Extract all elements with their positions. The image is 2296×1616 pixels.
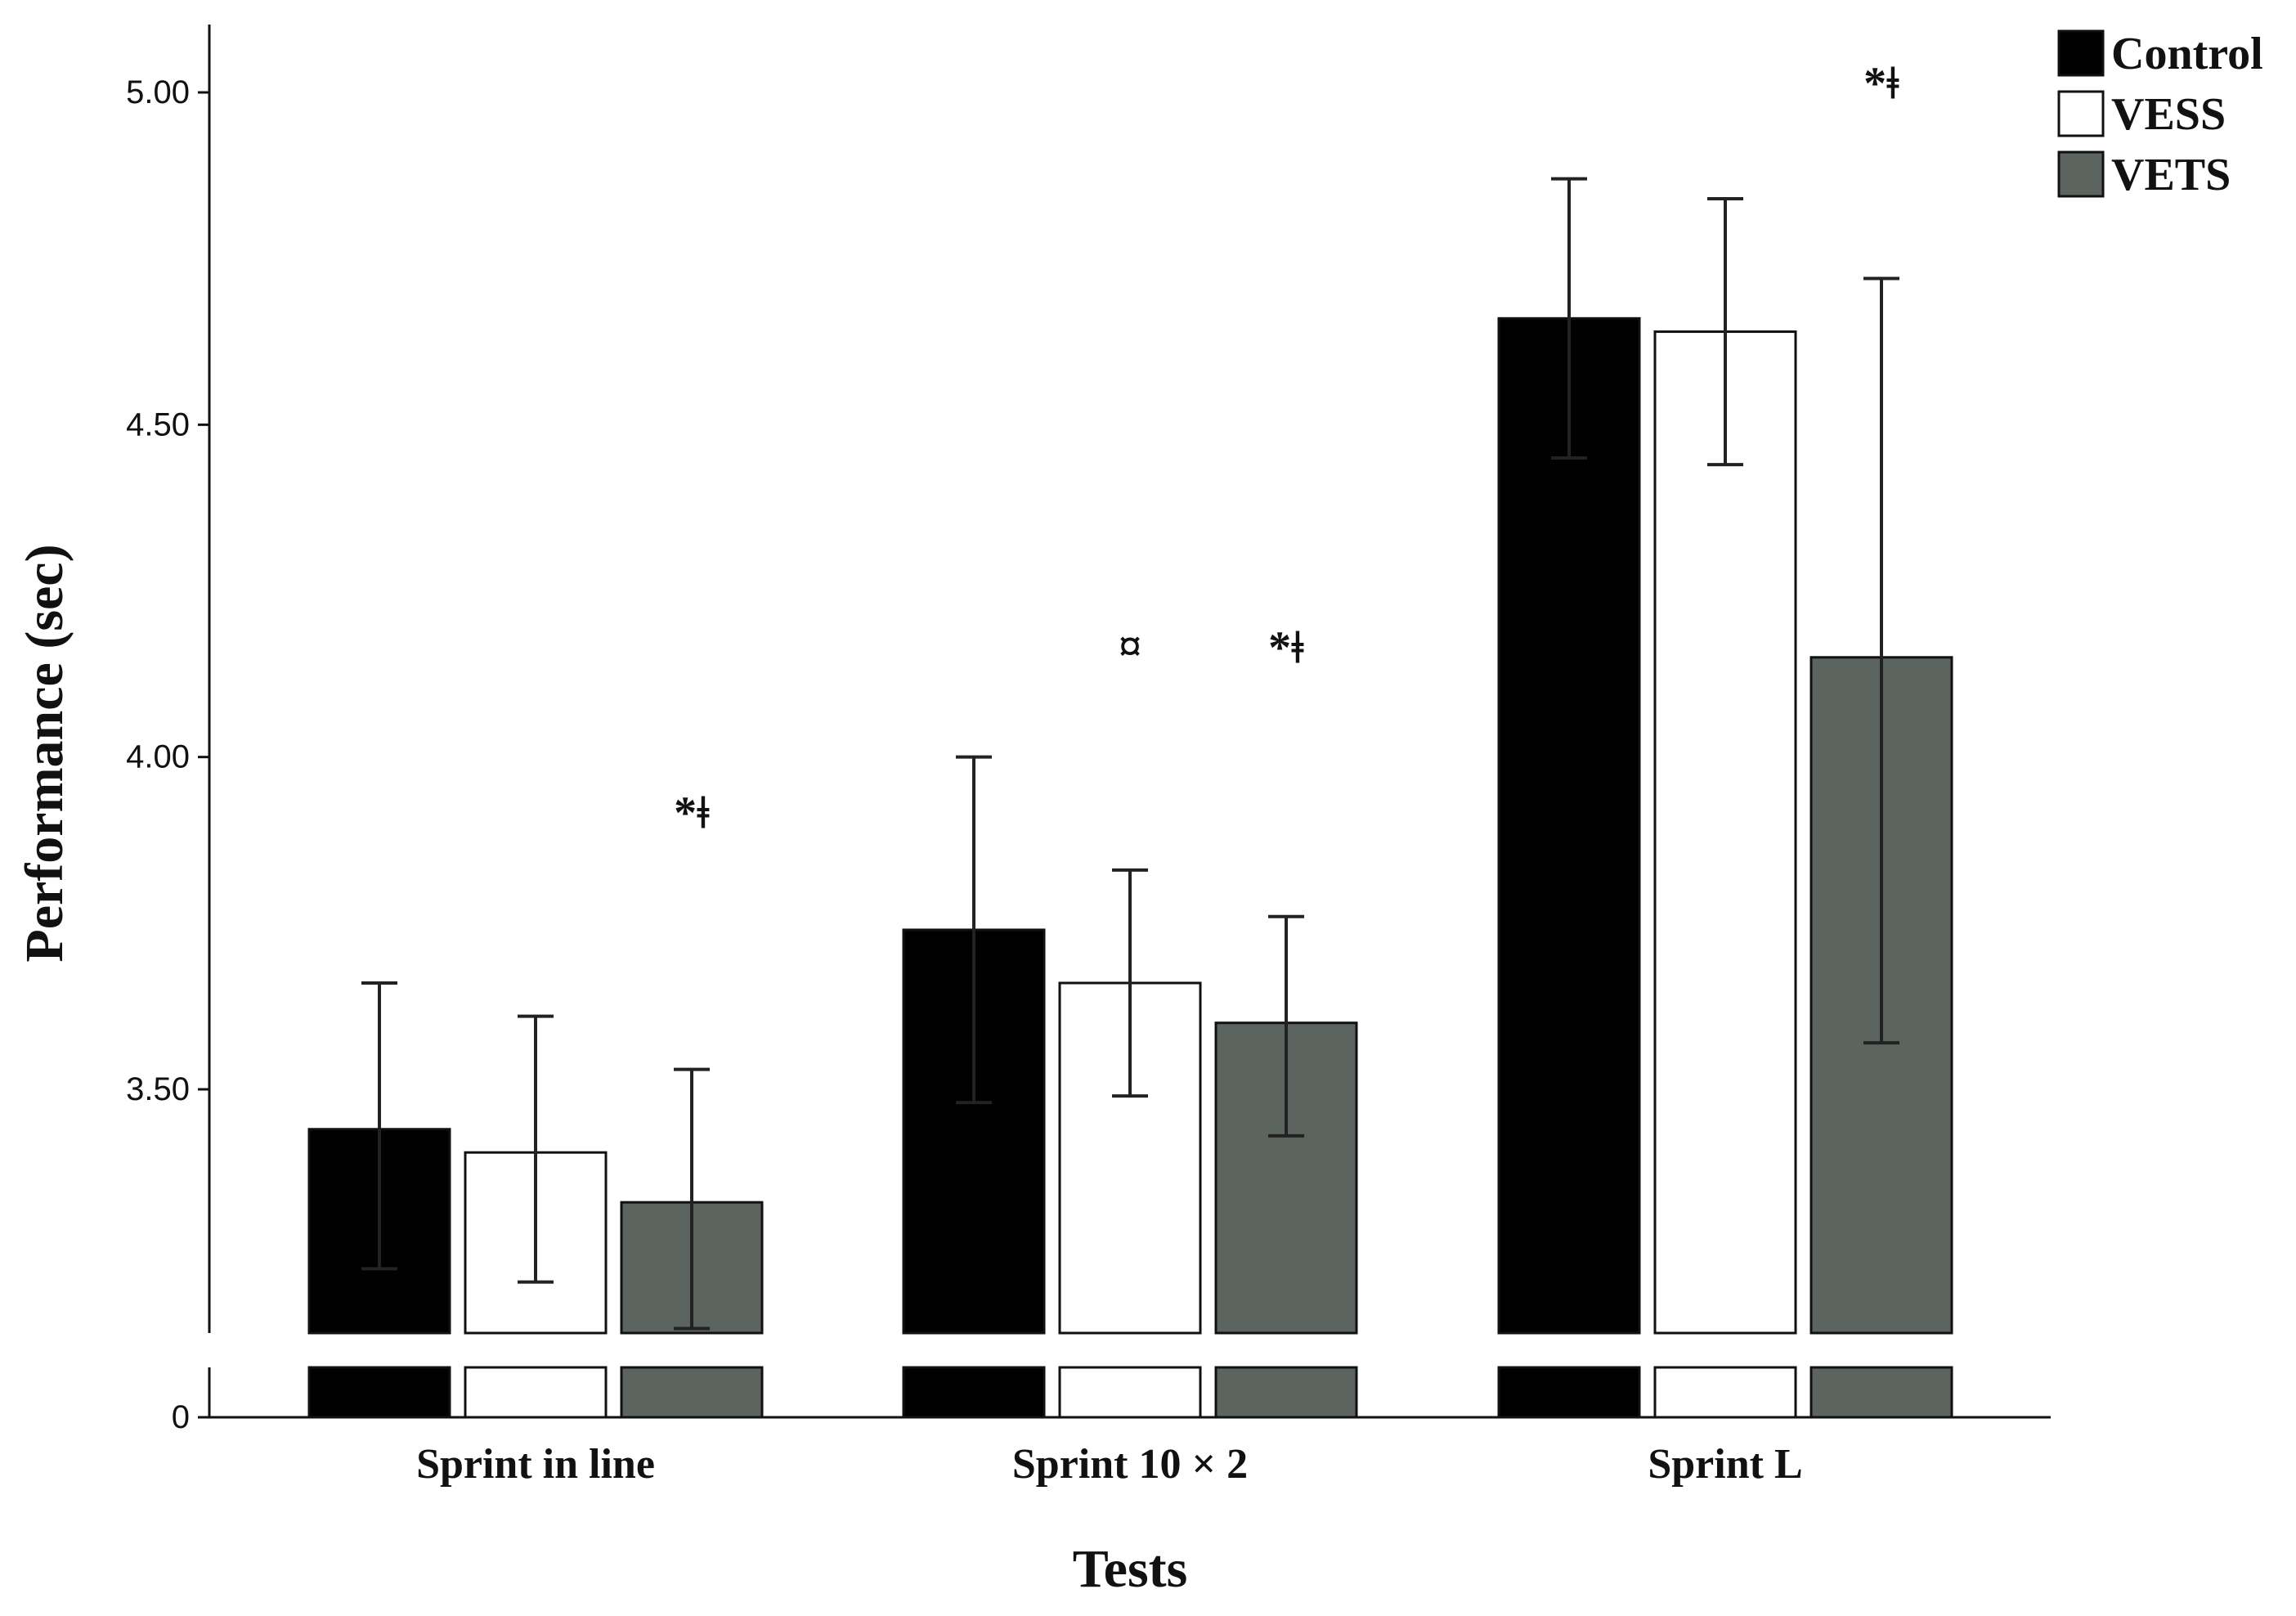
legend-label-vets: VETS <box>2111 150 2231 200</box>
x-category-label: Sprint L <box>1648 1441 1802 1488</box>
bar-control-lower <box>307 1366 451 1419</box>
y-tick-label: 5.00 <box>126 74 190 110</box>
significance-label: *ǂ <box>1863 59 1899 110</box>
bar-vets-lower <box>1809 1366 1953 1419</box>
bar-vess-lower <box>464 1366 608 1419</box>
bar-vess-lower <box>1058 1366 1202 1419</box>
bar-vess-lower <box>1653 1366 1797 1419</box>
legend-label-vess: VESS <box>2111 89 2226 140</box>
bar-vess-upper <box>1653 330 1797 1335</box>
bar-vets-lower <box>1214 1366 1358 1419</box>
y-tick-label: 4.50 <box>126 406 190 442</box>
legend-swatch-vess <box>2057 90 2105 137</box>
x-axis-title: Tests <box>1073 1539 1188 1599</box>
bar-control-lower <box>1497 1366 1641 1419</box>
x-category-label: Sprint in line <box>416 1441 655 1488</box>
bar-vets-lower <box>620 1366 764 1419</box>
significance-label: ¤ <box>1119 622 1141 672</box>
bar-vess-upper <box>1058 981 1202 1335</box>
y-tick-label-zero: 0 <box>172 1399 190 1435</box>
y-tick-label: 3.50 <box>126 1071 190 1107</box>
bar-control-upper <box>1497 316 1641 1335</box>
legend-swatch-control <box>2057 29 2105 77</box>
significance-label: *ǂ <box>674 788 710 839</box>
y-axis-title: Performance (sec) <box>15 544 74 962</box>
x-category-label: Sprint 10 × 2 <box>1012 1441 1248 1488</box>
legend-swatch-vets <box>2057 150 2105 198</box>
legend-label-control: Control <box>2111 29 2263 79</box>
significance-label: *ǂ <box>1268 623 1304 674</box>
y-tick-label: 4.00 <box>126 739 190 775</box>
bar-control-lower <box>902 1366 1046 1419</box>
